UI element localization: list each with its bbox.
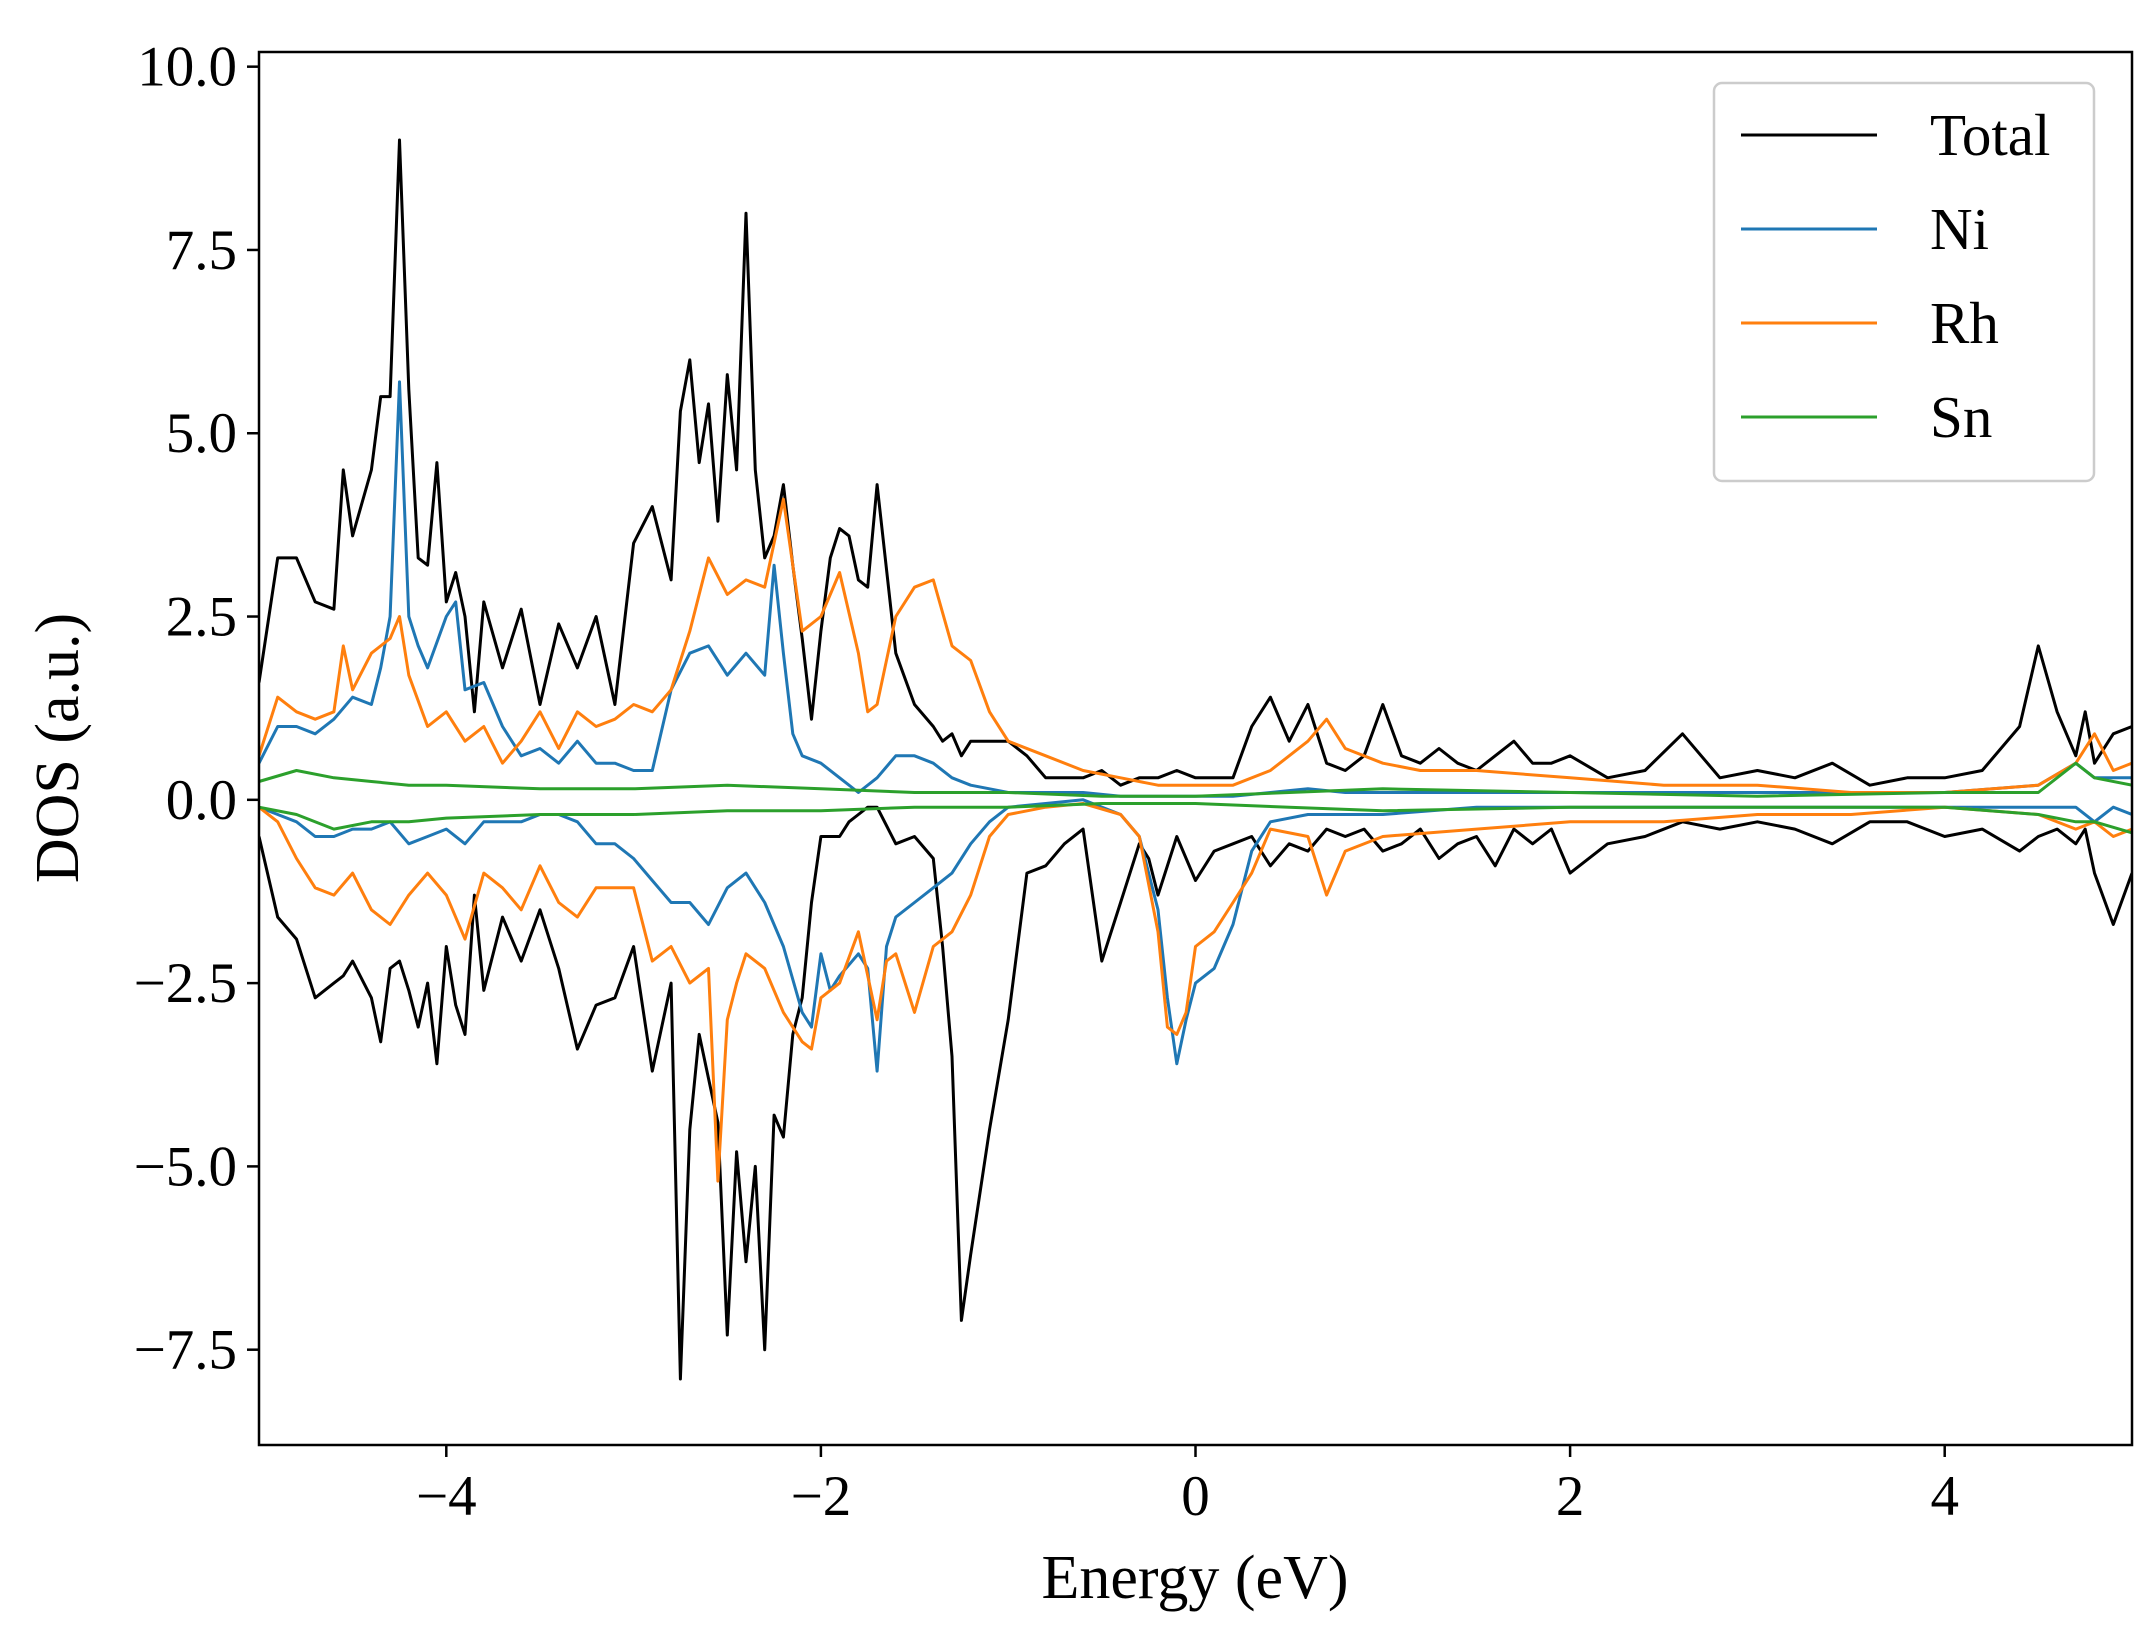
y-tick-label: 0.0	[166, 769, 237, 832]
y-axis-title: DOS (a.u.)	[24, 613, 92, 883]
x-tick-label: 0	[1181, 1465, 1210, 1528]
dos-chart: −4 −2 0 2 4 −7.5 −5.0 −2.5 0.0 2.5 5.0 7.5 10.0 Ene…	[0, 0, 2151, 1634]
x-axis-title: Energy (eV)	[1041, 1544, 1348, 1612]
y-tick-label: −2.5	[134, 952, 237, 1015]
y-tick-label: −5.0	[134, 1135, 237, 1198]
x-tick-label: −2	[791, 1465, 852, 1528]
legend-label-ni: Ni	[1930, 196, 1989, 262]
y-tick-label: 2.5	[166, 586, 237, 649]
x-tick-label: 4	[1930, 1465, 1959, 1528]
y-tick-label: −7.5	[134, 1319, 237, 1382]
y-tick-label: 7.5	[166, 219, 237, 282]
x-tick-label: 2	[1556, 1465, 1585, 1528]
y-tick-label: 5.0	[166, 402, 237, 465]
legend: Total Ni Rh Sn	[1714, 83, 2094, 481]
legend-label-sn: Sn	[1930, 384, 1992, 450]
y-tick-label: 10.0	[137, 36, 237, 99]
legend-label-total: Total	[1930, 102, 2050, 168]
x-tick-label: −4	[416, 1465, 477, 1528]
legend-label-rh: Rh	[1930, 290, 1999, 356]
